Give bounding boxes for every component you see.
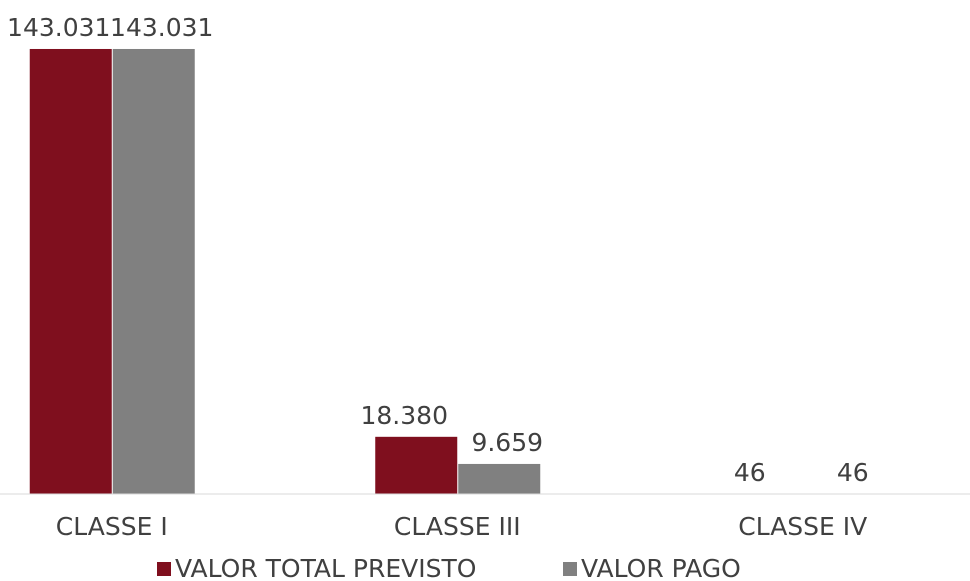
bar — [29, 48, 112, 495]
bar — [112, 48, 195, 495]
data-label: 143.031 — [7, 13, 110, 42]
x-tick-label: CLASSE IV — [738, 512, 867, 541]
legend-swatch — [563, 562, 577, 576]
data-label: 143.031 — [110, 13, 213, 42]
data-label: 46 — [734, 458, 766, 487]
data-label: 46 — [837, 458, 869, 487]
legend-swatch — [157, 562, 171, 576]
x-tick-label: CLASSE III — [394, 512, 521, 541]
data-label: 9.659 — [471, 428, 543, 457]
bar — [375, 436, 458, 494]
legend-label: VALOR TOTAL PREVISTO — [175, 554, 476, 581]
x-tick-label: CLASSE I — [56, 512, 168, 541]
bar — [458, 463, 541, 494]
data-label: 18.380 — [361, 401, 448, 430]
legend-label: VALOR PAGO — [581, 554, 741, 581]
